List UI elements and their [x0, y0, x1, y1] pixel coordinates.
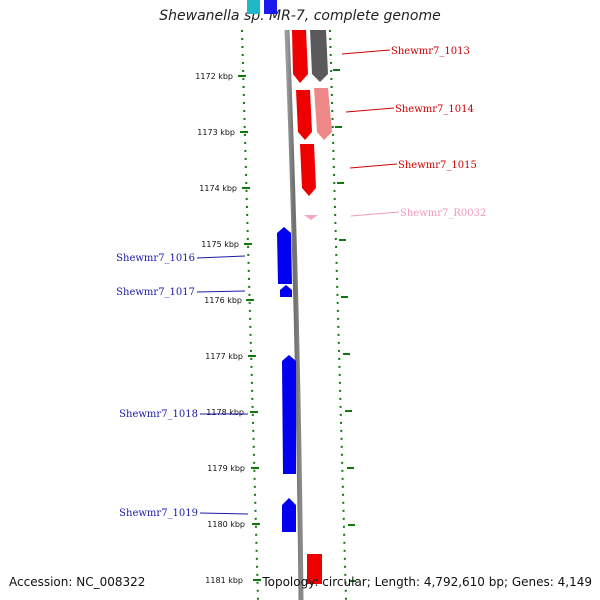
gene-label-shewmr7-1014[interactable]: Shewmr7_1014 [395, 104, 474, 115]
gene-label-shewmr7-1019[interactable]: Shewmr7_1019 [119, 508, 198, 519]
scale-ticks: 1172 kbp 1173 kbp 1174 kbp 1175 kbp 1176… [195, 69, 356, 585]
gene-arrow-shewmr7-1014-pink[interactable] [314, 88, 332, 140]
gene-partial-bottom[interactable] [307, 554, 322, 584]
gene-label-shewmr7-1015[interactable]: Shewmr7_1015 [398, 160, 477, 171]
gene-arrow-shewmr7-1013[interactable] [292, 30, 308, 83]
gene-arrow-shewmr7-r0032[interactable] [304, 215, 318, 220]
topology-text: Topology: circular; [262, 575, 371, 589]
accession-label: Accession: NC_008322 [9, 575, 146, 589]
partial-feature-cyan[interactable] [247, 0, 260, 14]
gene-label-shewmr7-r0032[interactable]: Shewmr7_R0032 [400, 208, 486, 219]
genome-backbone [284, 29, 304, 600]
gene-arrow-shewmr7-1014[interactable] [296, 90, 312, 140]
gene-arrow-shewmr7-1019[interactable] [282, 498, 296, 532]
gene-arrow-shewmr7-1015[interactable] [300, 144, 316, 196]
tick-label: 1181 kbp [205, 576, 243, 585]
gene-label-shewmr7-1016[interactable]: Shewmr7_1016 [116, 253, 195, 264]
tick-label: 1173 kbp [197, 128, 235, 137]
tick-label: 1172 kbp [195, 72, 233, 81]
tick-label: 1177 kbp [205, 352, 243, 361]
gene-arrow-shewmr7-1018[interactable] [282, 355, 296, 474]
leader-line [345, 107, 395, 113]
gene-arrow-shewmr7-1016[interactable] [277, 227, 292, 284]
tick-label: 1178 kbp [206, 408, 244, 417]
leader-line [341, 49, 391, 55]
tick-label: 1176 kbp [204, 296, 242, 305]
partial-feature-blue[interactable] [264, 0, 277, 14]
forward-strand-genes [292, 30, 332, 584]
leader-line [196, 290, 246, 293]
ruler-rail-left [241, 29, 259, 600]
genome-summary: Topology: circular; Length: 4,792,610 bp… [262, 575, 592, 589]
length-text: Length: 4,792,610 bp; [374, 575, 509, 589]
gene-label-shewmr7-1013[interactable]: Shewmr7_1013 [391, 46, 470, 57]
leader-line [349, 163, 398, 169]
gene-label-leaders [196, 49, 400, 515]
tick-label: 1179 kbp [207, 464, 245, 473]
ruler-rail-right [329, 29, 347, 600]
gene-label-shewmr7-1017[interactable]: Shewmr7_1017 [116, 287, 195, 298]
gene-labels: Shewmr7_1013 Shewmr7_1014 Shewmr7_1015 S… [116, 46, 486, 519]
leader-line [196, 255, 246, 259]
leader-line [350, 211, 400, 217]
gene-count-text: Genes: 4,149 [511, 575, 592, 589]
map-title: Shewanella sp. MR-7, complete genome [159, 8, 441, 24]
gene-label-shewmr7-1018[interactable]: Shewmr7_1018 [119, 409, 198, 420]
gene-arrow-shewmr7-1013-grey[interactable] [310, 30, 328, 82]
leader-line [199, 512, 249, 515]
gene-arrow-shewmr7-1017[interactable] [280, 285, 292, 297]
tick-label: 1180 kbp [207, 520, 245, 529]
tick-label: 1174 kbp [199, 184, 237, 193]
reverse-strand-genes [277, 227, 296, 532]
tick-label: 1175 kbp [201, 240, 239, 249]
